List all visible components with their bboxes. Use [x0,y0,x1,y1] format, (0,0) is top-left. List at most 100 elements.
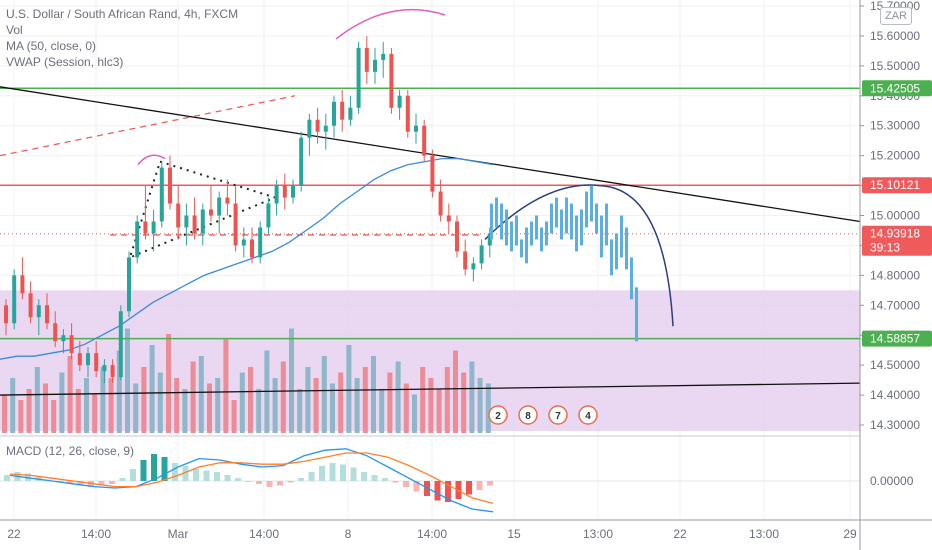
volume-bar [485,383,491,433]
countdown-label: 39:13 [870,241,900,255]
macd-histogram-bar [392,481,399,483]
volume-bar [313,378,319,433]
trend-drawings [0,8,861,396]
volume-bar [239,372,245,433]
candle-body [159,167,164,222]
projection-curve [484,184,674,327]
macd-histogram-bar [4,475,10,481]
event-markers[interactable]: 2 8 7 4 [488,405,598,425]
event-count: 4 [585,411,591,422]
volume-bar [371,356,376,433]
vwap-label: VWAP (Session, hlc3) [6,55,124,69]
projection-bar [565,197,568,234]
candle-body [28,293,33,318]
candle-body [176,203,181,228]
volume-bar [59,372,65,433]
volume-bar [84,378,89,433]
volume-bar [231,400,237,433]
projection-bar [585,191,588,228]
candle-body [340,101,345,120]
candle-body [323,125,328,132]
x-tick-label: 14:00 [249,527,279,541]
volume-bar [51,400,57,433]
candle-body [291,185,295,198]
candle-body [455,221,459,252]
projection-bar [545,221,548,246]
volume-bar [26,389,32,433]
volume-bar [403,383,409,433]
event-marker[interactable] [548,405,568,425]
candle-body [225,197,230,204]
candle-body [299,137,304,186]
candle-body [463,251,468,270]
macd-histogram-bar [329,463,336,481]
candle-body [143,221,148,234]
candle-body [36,305,41,318]
macd-histogram-bar [287,481,294,483]
macd-histogram-bar [77,481,84,486]
volume-bar [100,367,106,433]
candle-body [69,335,74,354]
volume-bar [75,389,81,433]
candle-body [20,275,25,294]
projection-bar [550,203,553,234]
event-marker[interactable] [518,405,538,425]
y-tick-label: 14.50000 [870,358,920,372]
projection-bar [630,257,633,300]
x-tick-label: 15 [507,527,521,541]
volume-bar [436,389,442,433]
trend-line [0,86,861,223]
macd-pane [0,448,860,513]
macd-histogram-bar [67,481,73,484]
price-label: 14.93918 [870,227,920,241]
volume-bar [92,394,98,433]
candle-body [471,263,476,270]
macd-histogram-bar [298,478,304,481]
projection-bar [500,203,503,240]
macd-histogram-bar [434,481,441,501]
volume-bar [362,367,368,433]
macd-histogram-bar [98,481,105,486]
signal-line [9,452,494,505]
price-label-bg [862,330,932,347]
macd-histogram-bar [319,466,325,481]
volume-bar [469,361,475,433]
y-tick-label: 14.80000 [870,268,920,282]
event-marker[interactable] [578,405,598,425]
time-axis: 22 14:00 Mar 14:00 8 14:00 15 13:00 22 13:00 29 [0,519,932,541]
macd-histogram-bar [256,481,262,484]
candle-body [184,215,189,228]
macd-histogram-bar [361,472,367,481]
volume-bar [18,400,24,433]
currency-badge[interactable]: ZAR [880,7,912,25]
candle-body [168,167,172,204]
candle-body [356,47,361,108]
volume-bar [330,383,335,433]
macd-histogram-bar [224,475,231,481]
price-label: 15.10121 [870,178,920,192]
volume-bar [2,394,7,433]
ma-label: MA (50, close, 0) [6,39,97,53]
candle-body [53,323,58,342]
candle-body [217,197,222,216]
candle-body [209,209,213,216]
projection-bar [555,197,558,228]
candle-body [86,353,90,366]
price-label-bg [862,177,932,194]
macd-histogram-bar [445,481,451,502]
volume-bar [461,372,467,433]
volume-bar [108,378,114,433]
volume-bar [198,356,204,433]
candle-body [332,101,336,126]
projection-bar [635,287,638,342]
event-marker[interactable] [488,405,508,425]
candle-body [414,125,418,132]
volume-bar [133,383,139,433]
volume-bar [444,367,450,433]
macd-histogram-bar [245,481,252,482]
candle-body [405,95,410,132]
macd-histogram-bar [277,481,283,486]
candle-body [94,353,99,372]
macd-histogram-bar [487,481,493,486]
